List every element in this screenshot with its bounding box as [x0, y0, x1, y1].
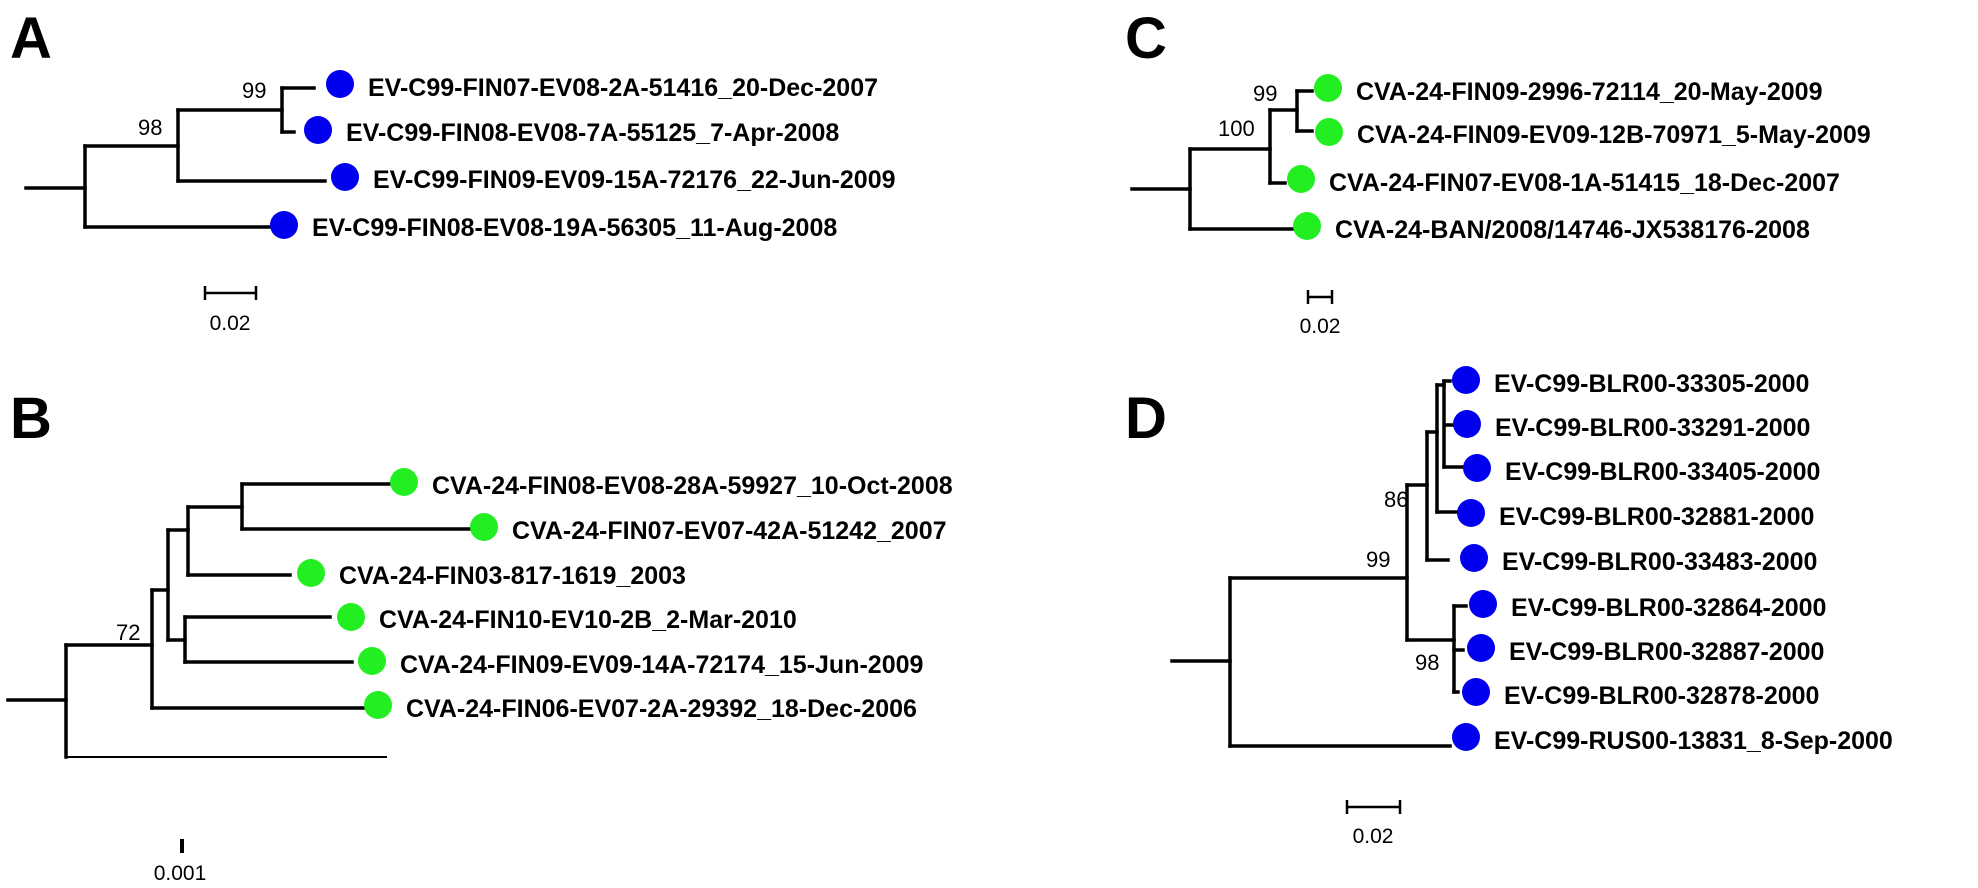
- marker-b-4: [337, 603, 365, 631]
- marker-d-1: [1452, 366, 1480, 394]
- leaf-label-a-4: EV-C99-FIN08-EV08-19A-56305_11-Aug-2008: [312, 214, 837, 242]
- support-d-2: 99: [1366, 547, 1390, 572]
- support-d-3: 98: [1415, 650, 1439, 675]
- marker-b-1: [390, 468, 418, 496]
- scale-bar-a: 0.02: [203, 286, 258, 335]
- panel-letter-d: D: [1125, 386, 1167, 451]
- scale-label-c: 0.02: [1300, 315, 1341, 338]
- tree-c-branches: [1130, 89, 1314, 231]
- leaf-label-c-1: CVA-24-FIN09-2996-72114_20-May-2009: [1356, 78, 1822, 106]
- leaf-label-b-2: CVA-24-FIN07-EV07-42A-51242_2007: [512, 517, 947, 545]
- marker-d-9: [1452, 723, 1480, 751]
- leaf-label-c-4: CVA-24-BAN/2008/14746-JX538176-2008: [1335, 216, 1810, 244]
- leaf-label-d-9: EV-C99-RUS00-13831_8-Sep-2000: [1494, 727, 1893, 755]
- scale-label-b: 0.001: [154, 862, 207, 885]
- marker-b-5: [358, 647, 386, 675]
- leaf-label-d-5: EV-C99-BLR00-33483-2000: [1502, 548, 1817, 576]
- marker-c-2: [1315, 118, 1343, 146]
- support-c-2: 100: [1218, 116, 1255, 141]
- panel-letter-c: C: [1125, 6, 1167, 71]
- scale-bar-b: 0.001: [154, 839, 207, 885]
- leaf-label-c-2: CVA-24-FIN09-EV09-12B-70971_5-May-2009: [1357, 121, 1871, 149]
- marker-a-2: [304, 116, 332, 144]
- leaf-label-b-4: CVA-24-FIN10-EV10-2B_2-Mar-2010: [379, 606, 797, 634]
- leaf-label-b-5: CVA-24-FIN09-EV09-14A-72174_15-Jun-2009: [400, 651, 923, 679]
- marker-d-6: [1469, 590, 1497, 618]
- support-c-1: 99: [1253, 81, 1277, 106]
- panel-letter-b: B: [10, 386, 52, 451]
- marker-d-7: [1467, 634, 1495, 662]
- marker-c-3: [1287, 165, 1315, 193]
- scale-label-a: 0.02: [210, 312, 251, 335]
- leaf-label-d-8: EV-C99-BLR00-32878-2000: [1504, 682, 1819, 710]
- leaf-label-b-6: CVA-24-FIN06-EV07-2A-29392_18-Dec-2006: [406, 695, 917, 723]
- scale-label-d: 0.02: [1353, 825, 1394, 848]
- support-d-1: 86: [1384, 487, 1408, 512]
- panel-c: C CVA-24-FIN09-2996-72114_20-May-2009 CV…: [1125, 6, 1871, 338]
- tree-b-branches: [6, 482, 472, 759]
- marker-d-2: [1453, 410, 1481, 438]
- marker-a-1: [326, 70, 354, 98]
- marker-a-3: [331, 163, 359, 191]
- marker-d-4: [1457, 499, 1485, 527]
- leaf-label-a-2: EV-C99-FIN08-EV08-7A-55125_7-Apr-2008: [346, 119, 839, 147]
- leaf-label-a-1: EV-C99-FIN07-EV08-2A-51416_20-Dec-2007: [368, 74, 878, 102]
- panel-letter-a: A: [10, 6, 52, 71]
- marker-b-3: [297, 559, 325, 587]
- leaf-label-b-3: CVA-24-FIN03-817-1619_2003: [339, 562, 686, 590]
- marker-d-5: [1460, 544, 1488, 572]
- tree-d-branches: [1170, 379, 1468, 748]
- leaf-label-d-3: EV-C99-BLR00-33405-2000: [1505, 458, 1820, 486]
- panel-b: B CVA-24-FIN08-EV08-28A: [6, 386, 953, 885]
- panel-d: D: [1125, 366, 1893, 848]
- marker-c-4: [1293, 212, 1321, 240]
- panel-a: A EV-C99-FIN07-EV08-2A-51416_20-Dec-2007…: [10, 6, 896, 335]
- leaf-label-d-1: EV-C99-BLR00-33305-2000: [1494, 370, 1809, 398]
- leaf-label-d-7: EV-C99-BLR00-32887-2000: [1509, 638, 1824, 666]
- support-b-1: 72: [116, 620, 140, 645]
- leaf-label-d-2: EV-C99-BLR00-33291-2000: [1495, 414, 1810, 442]
- leaf-label-b-1: CVA-24-FIN08-EV08-28A-59927_10-Oct-2008: [432, 472, 953, 500]
- support-a-1: 99: [242, 78, 266, 103]
- leaf-label-a-3: EV-C99-FIN09-EV09-15A-72176_22-Jun-2009: [373, 166, 896, 194]
- marker-b-6: [364, 691, 392, 719]
- marker-d-8: [1462, 678, 1490, 706]
- scale-bar-c: 0.02: [1300, 290, 1341, 338]
- leaf-label-c-3: CVA-24-FIN07-EV08-1A-51415_18-Dec-2007: [1329, 169, 1840, 197]
- leaf-label-d-6: EV-C99-BLR00-32864-2000: [1511, 594, 1826, 622]
- marker-d-3: [1463, 454, 1491, 482]
- support-a-2: 98: [138, 115, 162, 140]
- marker-a-4: [270, 211, 298, 239]
- tree-a-branches: [24, 86, 327, 229]
- leaf-label-d-4: EV-C99-BLR00-32881-2000: [1499, 503, 1814, 531]
- marker-c-1: [1314, 74, 1342, 102]
- scale-bar-d: 0.02: [1345, 800, 1402, 848]
- marker-b-2: [470, 513, 498, 541]
